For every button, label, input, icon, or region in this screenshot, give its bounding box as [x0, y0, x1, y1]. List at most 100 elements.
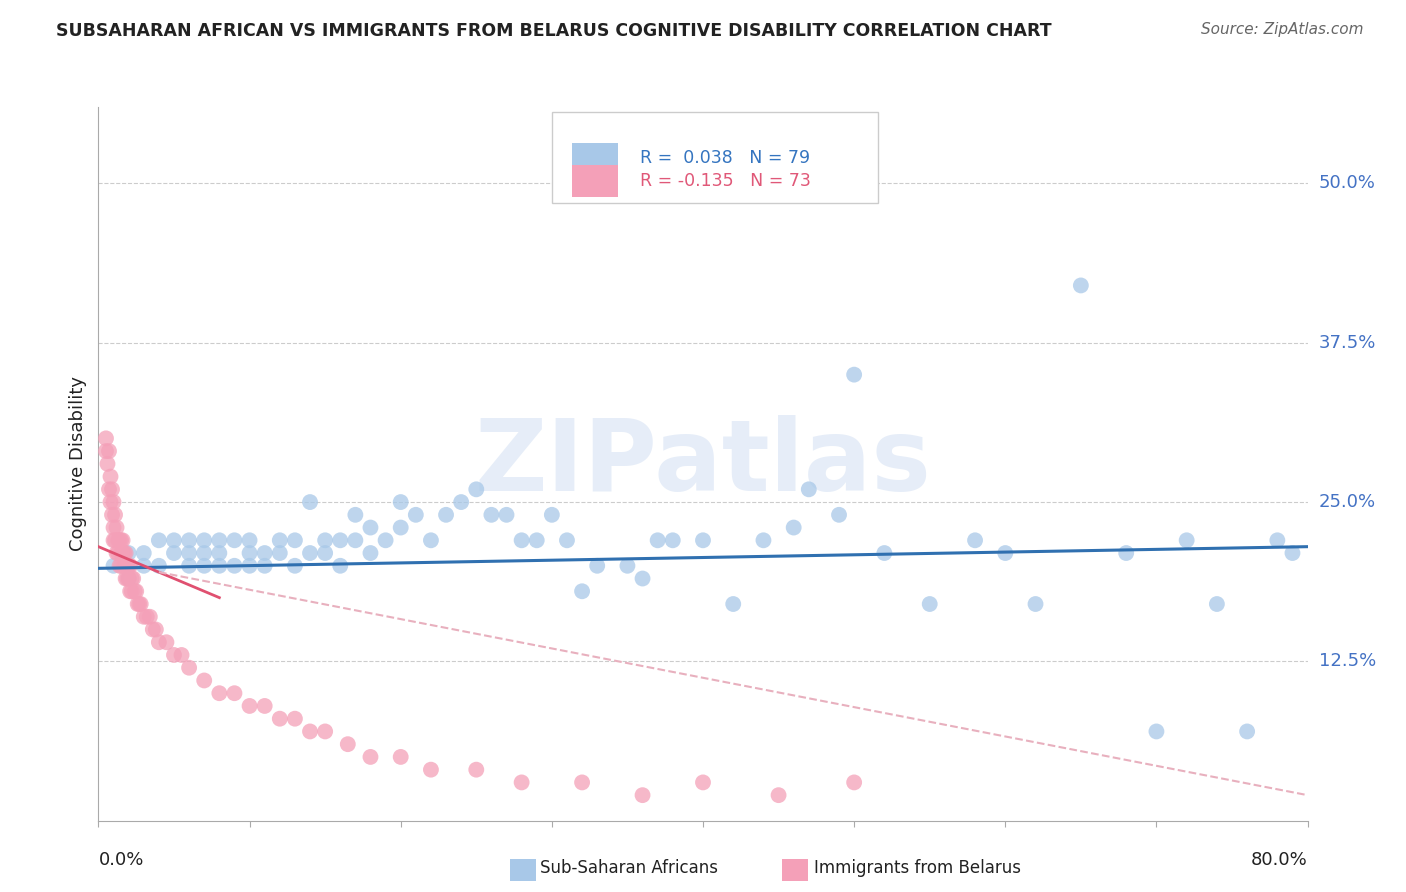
Point: [314, 546, 336, 560]
Point: [797, 483, 820, 497]
Point: [631, 572, 654, 586]
Point: [177, 661, 201, 675]
Point: [103, 558, 125, 573]
Point: [389, 750, 412, 764]
Point: [360, 520, 382, 534]
Point: [434, 508, 457, 522]
Point: [132, 558, 155, 573]
Point: [253, 558, 276, 573]
Point: [148, 635, 170, 649]
Point: [170, 648, 193, 662]
Point: [465, 763, 488, 777]
Text: 0.0%: 0.0%: [98, 851, 143, 869]
Point: [239, 533, 262, 548]
Point: [269, 546, 291, 560]
Point: [100, 469, 122, 483]
Point: [495, 508, 517, 522]
Point: [571, 584, 593, 599]
Point: [510, 533, 533, 548]
Point: [114, 572, 136, 586]
Point: [163, 533, 186, 548]
Point: [299, 546, 322, 560]
Point: [193, 673, 215, 688]
Point: [768, 788, 790, 802]
Point: [115, 558, 138, 573]
Point: [844, 368, 866, 382]
Point: [965, 533, 987, 548]
Point: [661, 533, 683, 548]
Point: [120, 584, 142, 599]
Point: [177, 533, 201, 548]
Point: [94, 431, 117, 445]
Point: [132, 546, 155, 560]
Point: [284, 712, 307, 726]
Point: [104, 508, 127, 522]
Point: [586, 558, 609, 573]
Point: [692, 775, 714, 789]
Point: [128, 597, 150, 611]
Bar: [509, 859, 536, 881]
Point: [253, 546, 276, 560]
Point: [163, 648, 186, 662]
Point: [450, 495, 472, 509]
Point: [239, 546, 262, 560]
Point: [163, 546, 186, 560]
Point: [631, 788, 654, 802]
Point: [1281, 546, 1303, 560]
Point: [994, 546, 1017, 560]
Point: [104, 533, 127, 548]
Point: [110, 546, 132, 560]
Point: [284, 558, 307, 573]
Point: [208, 558, 231, 573]
Point: [571, 775, 593, 789]
Point: [110, 558, 132, 573]
Point: [120, 558, 142, 573]
Point: [782, 520, 804, 534]
Point: [129, 597, 152, 611]
Point: [208, 546, 231, 560]
Point: [132, 609, 155, 624]
Point: [177, 546, 201, 560]
Point: [329, 533, 352, 548]
Point: [465, 483, 488, 497]
Bar: [782, 859, 808, 881]
Point: [616, 558, 638, 573]
Point: [253, 698, 276, 713]
Point: [299, 495, 322, 509]
Point: [107, 546, 129, 560]
Point: [103, 520, 125, 534]
Text: SUBSAHARAN AFRICAN VS IMMIGRANTS FROM BELARUS COGNITIVE DISABILITY CORRELATION C: SUBSAHARAN AFRICAN VS IMMIGRANTS FROM BE…: [56, 22, 1052, 40]
Point: [142, 623, 165, 637]
Point: [118, 572, 141, 586]
Bar: [572, 165, 619, 197]
Text: 25.0%: 25.0%: [1319, 493, 1376, 511]
Point: [127, 597, 149, 611]
Text: 12.5%: 12.5%: [1319, 652, 1376, 671]
Text: 80.0%: 80.0%: [1251, 851, 1308, 869]
Point: [118, 558, 141, 573]
Point: [139, 609, 162, 624]
Point: [96, 457, 118, 471]
Point: [1175, 533, 1198, 548]
Point: [108, 558, 131, 573]
Text: ZIPatlas: ZIPatlas: [475, 416, 931, 512]
Point: [108, 533, 131, 548]
Point: [1206, 597, 1229, 611]
Point: [239, 698, 262, 713]
Point: [647, 533, 669, 548]
Point: [224, 558, 246, 573]
Point: [360, 546, 382, 560]
Point: [419, 533, 441, 548]
Point: [115, 572, 138, 586]
Point: [114, 546, 136, 560]
Text: Immigrants from Belarus: Immigrants from Belarus: [814, 860, 1021, 878]
Point: [118, 572, 141, 586]
Point: [111, 546, 134, 560]
Point: [118, 546, 141, 560]
Point: [148, 558, 170, 573]
Point: [510, 775, 533, 789]
Point: [224, 533, 246, 548]
Bar: [572, 143, 619, 175]
Point: [329, 558, 352, 573]
Point: [193, 558, 215, 573]
